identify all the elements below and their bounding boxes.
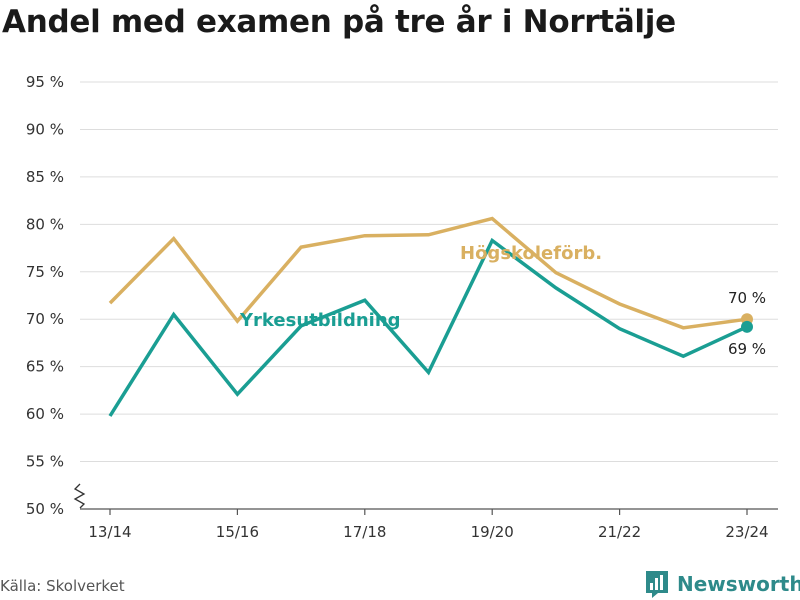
y-tick-label: 85 % [26, 168, 64, 186]
end-value-label-yrkesutbildning: 69 % [728, 340, 766, 358]
x-tick-label: 13/14 [88, 523, 131, 541]
axis-break-icon [73, 483, 86, 509]
series-line-hogskoleforb [108, 216, 748, 330]
brand-name: Newsworthy [677, 572, 800, 596]
y-tick-label: 95 % [26, 73, 64, 91]
chart-title: Andel med examen på tre år i Norrtälje [2, 4, 676, 40]
end-point-yrkesutbildning [741, 320, 753, 333]
line-chart: 50 % 55 % 60 % 65 % 70 % 75 % 80 % 85 % 90 % 95 %… [26, 73, 778, 541]
x-tick-label: 15/16 [216, 523, 259, 541]
y-tick-label: 50 % [26, 500, 64, 518]
series-label-hogskoleforb: Högskoleförb. [460, 243, 602, 264]
y-tick-label: 90 % [26, 120, 64, 138]
y-tick-label: 80 % [26, 215, 64, 233]
brand-logo[interactable]: Newsworthy [644, 569, 800, 599]
y-tick-label: 65 % [26, 358, 64, 376]
source-note: Källa: Skolverket [0, 577, 125, 595]
bar-chart-logo-icon [646, 571, 668, 598]
y-tick-label: 55 % [26, 453, 64, 471]
series-line-yrkesutbildning [108, 237, 748, 417]
end-value-label-hogskoleforb: 70 % [728, 289, 766, 307]
x-tick-label: 21/22 [598, 523, 641, 541]
y-tick-label: 70 % [26, 310, 64, 328]
x-tick-label: 19/20 [471, 523, 514, 541]
x-tick-label: 17/18 [343, 523, 386, 541]
y-tick-label: 60 % [26, 405, 64, 423]
series-label-yrkesutbildning: Yrkesutbildning [239, 310, 401, 331]
y-tick-label: 75 % [26, 263, 64, 281]
x-tick-label: 23/24 [725, 523, 768, 541]
